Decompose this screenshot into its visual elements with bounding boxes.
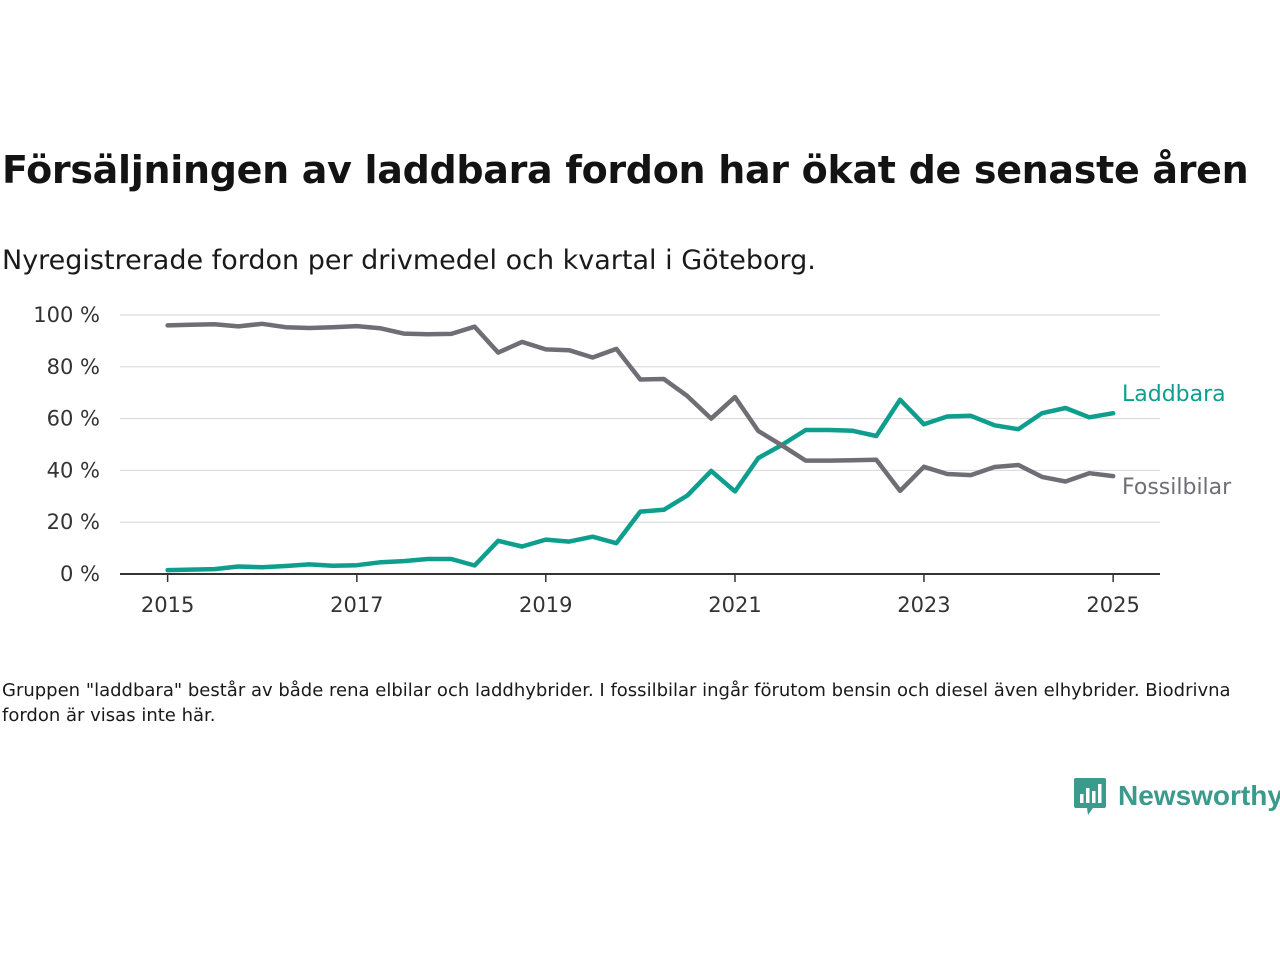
series-line-fossilbilar	[165, 321, 1116, 494]
newsworthy-logo: Newsworthy	[1072, 776, 1280, 816]
series-label-laddbara: Laddbara	[1122, 382, 1226, 407]
line-chart: 0 % 20 % 40 % 60 % 80 % 100 % 2015 2017 2019 202…	[33, 303, 1232, 617]
x-tick-label: 2019	[519, 593, 572, 617]
y-tick-label: 100 %	[33, 303, 100, 327]
y-tick-label: 0 %	[60, 562, 100, 586]
chart-title: Försäljningen av laddbara fordon har öka…	[2, 148, 1249, 192]
series-labels: Laddbara Fossilbilar	[1122, 382, 1232, 500]
chart-subtitle: Nyregistrerade fordon per drivmedel och …	[2, 245, 816, 276]
series-label-fossilbilar: Fossilbilar	[1122, 475, 1232, 500]
series-lines	[165, 321, 1116, 573]
y-tick-label: 40 %	[47, 458, 100, 482]
y-tick-label: 20 %	[47, 510, 100, 534]
x-tick-label: 2021	[708, 593, 761, 617]
x-tick-label: 2025	[1086, 593, 1139, 617]
y-tick-label: 60 %	[47, 407, 100, 431]
x-tick-label: 2017	[330, 593, 383, 617]
x-axis-ticks: 2015 2017 2019 2021 2023 2025	[141, 574, 1140, 617]
chart-footnote: Gruppen "laddbara" består av både rena e…	[2, 680, 1231, 726]
gridlines	[120, 314, 1160, 523]
newsworthy-logo-icon	[1074, 778, 1106, 815]
x-tick-label: 2015	[141, 593, 194, 617]
y-tick-label: 80 %	[47, 355, 100, 379]
series-line-laddbara	[165, 397, 1116, 573]
newsworthy-logo-text: Newsworthy	[1118, 780, 1280, 811]
y-axis-ticks: 0 % 20 % 40 % 60 % 80 % 100 %	[33, 303, 100, 586]
x-tick-label: 2023	[897, 593, 950, 617]
